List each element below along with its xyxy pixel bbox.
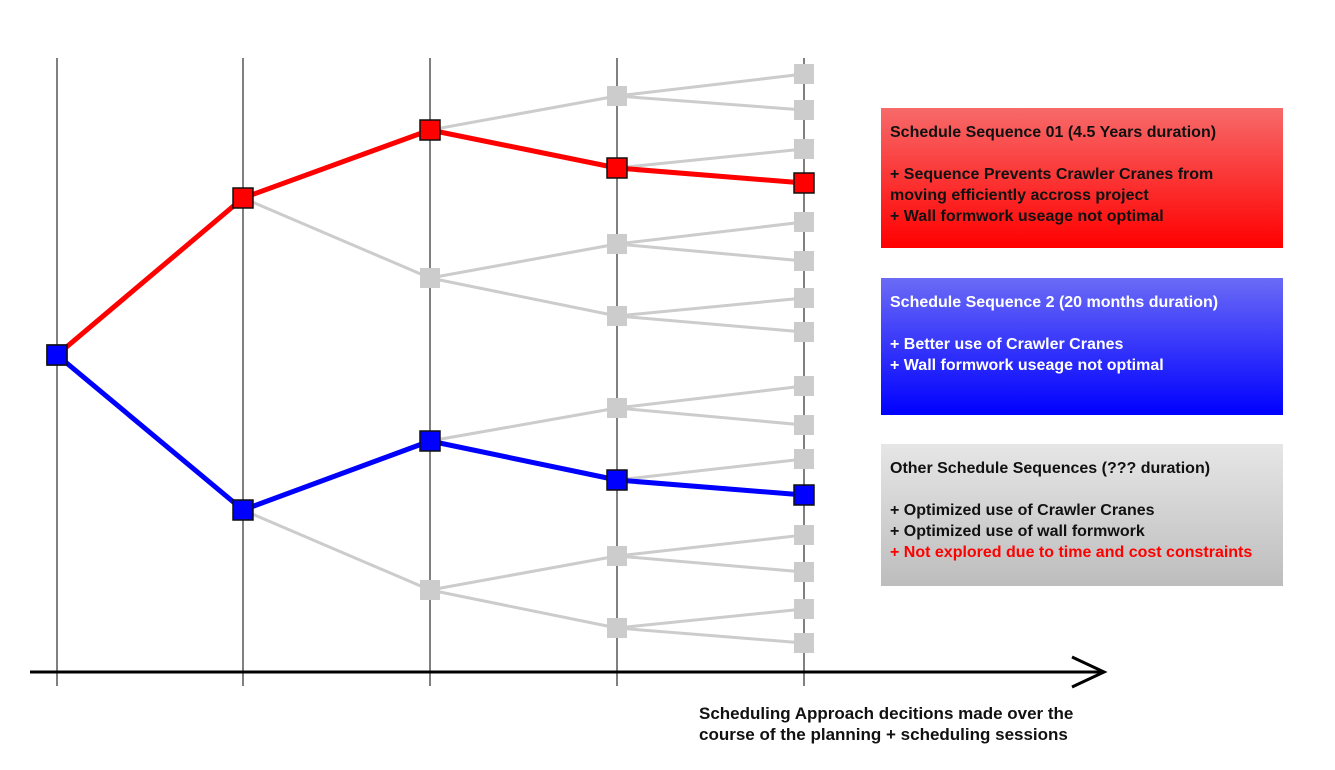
unexplored-node (607, 86, 627, 106)
sequence-2-node (232, 499, 254, 521)
card-title: Other Schedule Sequences (??? duration) (890, 460, 1211, 477)
branch-edge (616, 533, 805, 558)
unexplored-node (607, 306, 627, 326)
unexplored-node (794, 599, 814, 619)
branch-edge (242, 196, 431, 280)
branch-edge (429, 554, 618, 592)
unexplored-node (794, 251, 814, 271)
unexplored-node (420, 580, 440, 600)
branch-edge (616, 607, 805, 630)
unexplored-node (794, 212, 814, 232)
sequence-01-node (232, 187, 254, 209)
unexplored-node (607, 398, 627, 418)
card-line: + Wall formwork useage not optimal (890, 208, 1164, 225)
other-schedule-sequences-card: Other Schedule Sequences (??? duration) … (881, 444, 1283, 586)
branch-edge (242, 508, 431, 592)
unexplored-node (794, 415, 814, 435)
branch-edge (429, 242, 618, 280)
sequence-2-node (46, 344, 68, 366)
unexplored-node (794, 288, 814, 308)
branch-edge (616, 72, 805, 98)
sequence-01-node (419, 119, 441, 141)
sequence-01-node (793, 172, 815, 194)
schedule-sequence-2-card: Schedule Sequence 2 (20 months duration)… (881, 278, 1283, 415)
unexplored-node (607, 234, 627, 254)
branch-edge (616, 220, 805, 246)
card-title: Schedule Sequence 2 (20 months duration) (890, 294, 1219, 311)
branch-edge (616, 147, 805, 170)
branch-edge (429, 94, 618, 132)
branch-edge (429, 406, 618, 443)
branch-edge (429, 588, 618, 630)
unexplored-node (794, 449, 814, 469)
unexplored-node (794, 562, 814, 582)
unexplored-node (794, 525, 814, 545)
unexplored-node (607, 546, 627, 566)
branch-edge (616, 296, 805, 318)
sequence-2-path (46, 344, 815, 521)
unexplored-node (420, 268, 440, 288)
branch-edge (616, 457, 805, 482)
unexplored-node (794, 100, 814, 120)
axis-caption-line: course of the planning + scheduling sess… (699, 725, 1068, 744)
branch-edge (429, 276, 618, 318)
unexplored-node (607, 618, 627, 638)
time-axis (30, 655, 1108, 689)
card-line: + Optimized use of Crawler Cranes (890, 502, 1155, 519)
unexplored-node (794, 633, 814, 653)
card-line: + Sequence Prevents Crawler Cranes from … (890, 166, 1214, 204)
sequence-2-node (419, 430, 441, 452)
axis-caption: Scheduling Approach decitions made over … (699, 703, 1129, 745)
branch-edge (616, 242, 805, 263)
card-title: Schedule Sequence 01 (4.5 Years duration… (890, 124, 1217, 141)
axis-caption-line: Scheduling Approach decitions made over … (699, 704, 1074, 723)
axis-arrow-icon (1071, 655, 1108, 689)
card-line: + Optimized use of wall formwork (890, 523, 1145, 540)
branch-edge (616, 384, 805, 410)
unexplored-node (794, 376, 814, 396)
branch-edge (616, 94, 805, 112)
branch-edge (616, 314, 805, 334)
branch-edge (616, 626, 805, 645)
branch-edge (616, 554, 805, 574)
sequence-2-node (793, 484, 815, 506)
schedule-sequence-01-card: Schedule Sequence 01 (4.5 Years duration… (881, 108, 1283, 248)
card-line: + Better use of Crawler Cranes (890, 336, 1124, 353)
card-line: + Wall formwork useage not optimal (890, 357, 1164, 374)
sequence-01-node (606, 157, 628, 179)
unexplored-node (794, 64, 814, 84)
unexplored-node (794, 322, 814, 342)
unexplored-node (794, 139, 814, 159)
branch-edge (616, 406, 805, 427)
sequence-2-node (606, 469, 628, 491)
card-warning-line: + Not explored due to time and cost cons… (890, 544, 1253, 561)
